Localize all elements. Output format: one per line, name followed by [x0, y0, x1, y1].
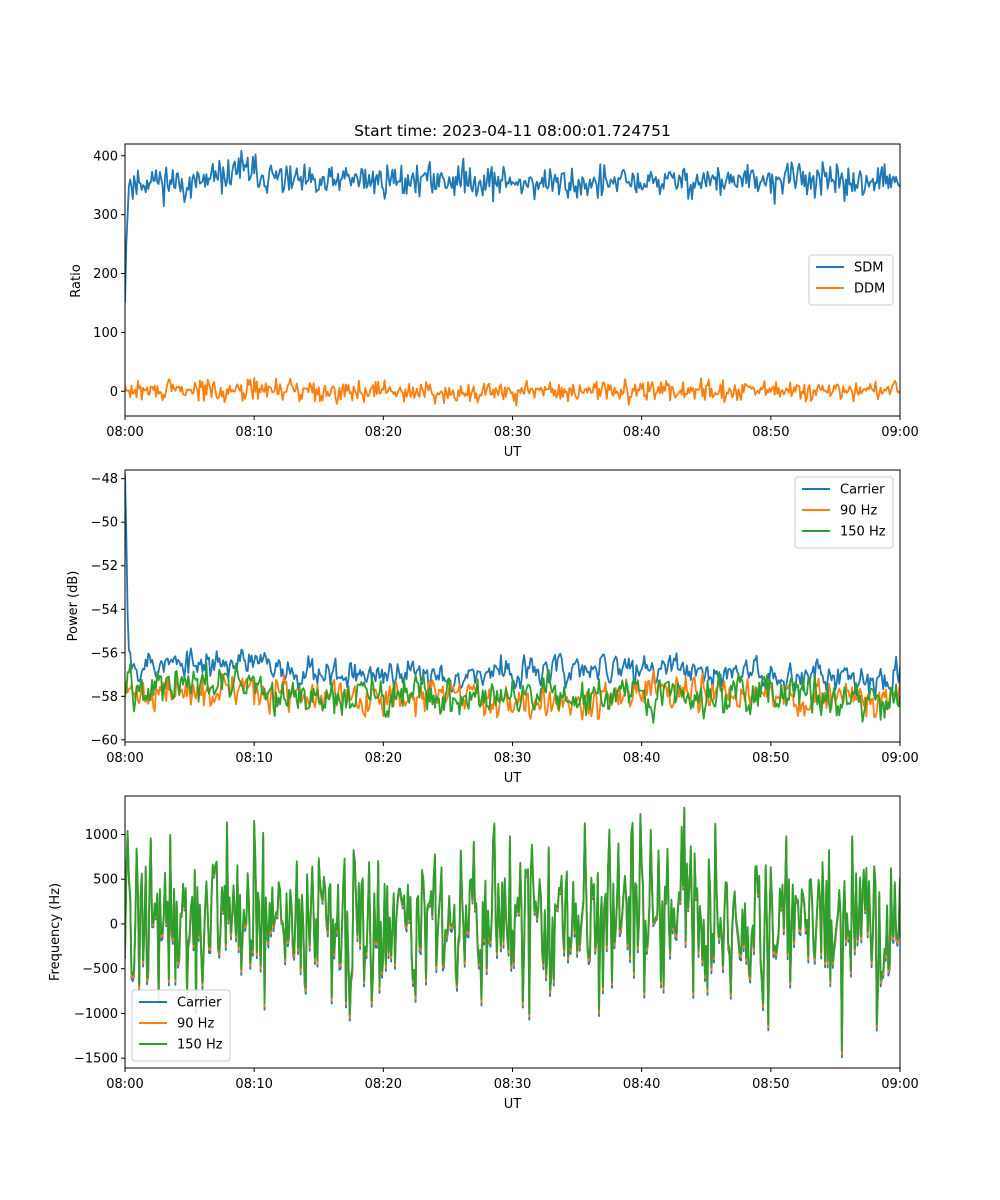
frequency-panel: 08:00 08:10 08:20 08:30 08:40 08:50 09:00 −1500…: [48, 795, 919, 1112]
power-y-tick-label: −58: [91, 690, 118, 705]
ratio-plot-area: 08:00 08:10 08:20 08:30 08:40 08:50 09:00 0 100 2…: [93, 143, 919, 440]
ratio-x-tick-label: 09:00: [881, 425, 918, 440]
power-y-tick-label: −60: [91, 733, 118, 748]
power-series-line-150-hz: [125, 661, 900, 724]
power-x-tick-label: 08:50: [752, 751, 789, 766]
frequency-y-tick-label: −500: [82, 962, 118, 977]
power-x-tick-label: 08:20: [365, 751, 402, 766]
frequency-x-tick-label: 08:30: [494, 1077, 531, 1092]
ratio-x-tick-label: 08:10: [235, 425, 272, 440]
power-panel: 08:00 08:10 08:20 08:30 08:40 08:50 09:00 −60 −5…: [66, 469, 919, 786]
frequency-y-tick-label: 500: [93, 873, 118, 888]
power-x-tick-label: 08:40: [623, 751, 660, 766]
frequency-x-tick-label: 08:00: [106, 1077, 143, 1092]
ratio-y-tick-label: 400: [93, 149, 118, 164]
ratio-x-tick-label: 08:50: [752, 425, 789, 440]
power-y-tick-label: −54: [91, 603, 118, 618]
frequency-x-tick-label: 08:50: [752, 1077, 789, 1092]
power-legend-label-carrier: Carrier: [840, 483, 885, 498]
ratio-x-tick-label: 08:40: [623, 425, 660, 440]
ratio-series-group: [125, 149, 900, 407]
ratio-y-tick-label: 100: [93, 326, 118, 341]
power-x-tick-label: 08:00: [106, 751, 143, 766]
frequency-legend-label-150-hz: 150 Hz: [177, 1038, 223, 1053]
ratio-series-line-sdm: [125, 149, 900, 304]
ratio-legend: SDM DDM: [808, 254, 894, 306]
ratio-x-axis-label: UT: [504, 445, 522, 460]
ratio-legend-label-ddm: DDM: [854, 282, 885, 297]
power-legend-label-90-hz: 90 Hz: [840, 504, 877, 519]
frequency-x-tick-label: 08:10: [235, 1077, 272, 1092]
frequency-x-axis-label: UT: [504, 1097, 522, 1112]
frequency-series-group: [125, 806, 900, 1059]
figure-title: Start time: 2023-04-11 08:00:01.724751: [354, 122, 671, 140]
ratio-y-tick-label: 0: [110, 385, 118, 400]
power-series-line-90-hz: [125, 670, 900, 721]
power-x-tick-label: 08:30: [494, 751, 531, 766]
frequency-y-tick-label: 1000: [85, 828, 118, 843]
frequency-series-line-150-hz: [125, 806, 900, 1052]
power-y-axis-label: Power (dB): [66, 571, 81, 642]
ratio-x-tick-label: 08:20: [365, 425, 402, 440]
power-x-axis-label: UT: [504, 771, 522, 786]
power-legend-label-150-hz: 150 Hz: [840, 525, 886, 540]
frequency-y-tick-label: −1000: [74, 1007, 118, 1022]
frequency-plot-area: 08:00 08:10 08:20 08:30 08:40 08:50 09:00 −1500…: [74, 795, 919, 1092]
frequency-y-tick-label: 0: [110, 917, 118, 932]
power-legend: Carrier 90 Hz 150 Hz: [794, 476, 894, 549]
power-y-tick-label: −48: [91, 472, 118, 487]
frequency-legend-label-carrier: Carrier: [177, 996, 222, 1011]
frequency-x-tick-label: 09:00: [881, 1077, 918, 1092]
power-y-tick-label: −56: [91, 646, 118, 661]
frequency-x-tick-label: 08:40: [623, 1077, 660, 1092]
ratio-x-tick-label: 08:00: [106, 425, 143, 440]
ratio-y-tick-label: 200: [93, 267, 118, 282]
ratio-y-axis-label: Ratio: [69, 264, 84, 297]
power-plot-area: 08:00 08:10 08:20 08:30 08:40 08:50 09:00 −60 −5…: [91, 469, 919, 766]
power-y-tick-label: −52: [91, 559, 118, 574]
ratio-panel: 08:00 08:10 08:20 08:30 08:40 08:50 09:00 0 100 2…: [69, 143, 919, 460]
frequency-legend-label-90-hz: 90 Hz: [177, 1017, 214, 1032]
ratio-legend-label-sdm: SDM: [854, 261, 883, 276]
frequency-x-tick-label: 08:20: [365, 1077, 402, 1092]
power-x-tick-label: 09:00: [881, 751, 918, 766]
power-x-tick-label: 08:10: [235, 751, 272, 766]
frequency-y-axis-label: Frequency (Hz): [48, 883, 63, 981]
ratio-y-tick-label: 300: [93, 208, 118, 223]
ratio-x-tick-label: 08:30: [494, 425, 531, 440]
power-y-tick-label: −50: [91, 516, 118, 531]
frequency-legend: Carrier 90 Hz 150 Hz: [131, 989, 231, 1062]
frequency-y-tick-label: −1500: [74, 1052, 118, 1067]
ratio-series-line-ddm: [125, 377, 900, 407]
power-series-group: [125, 474, 900, 724]
